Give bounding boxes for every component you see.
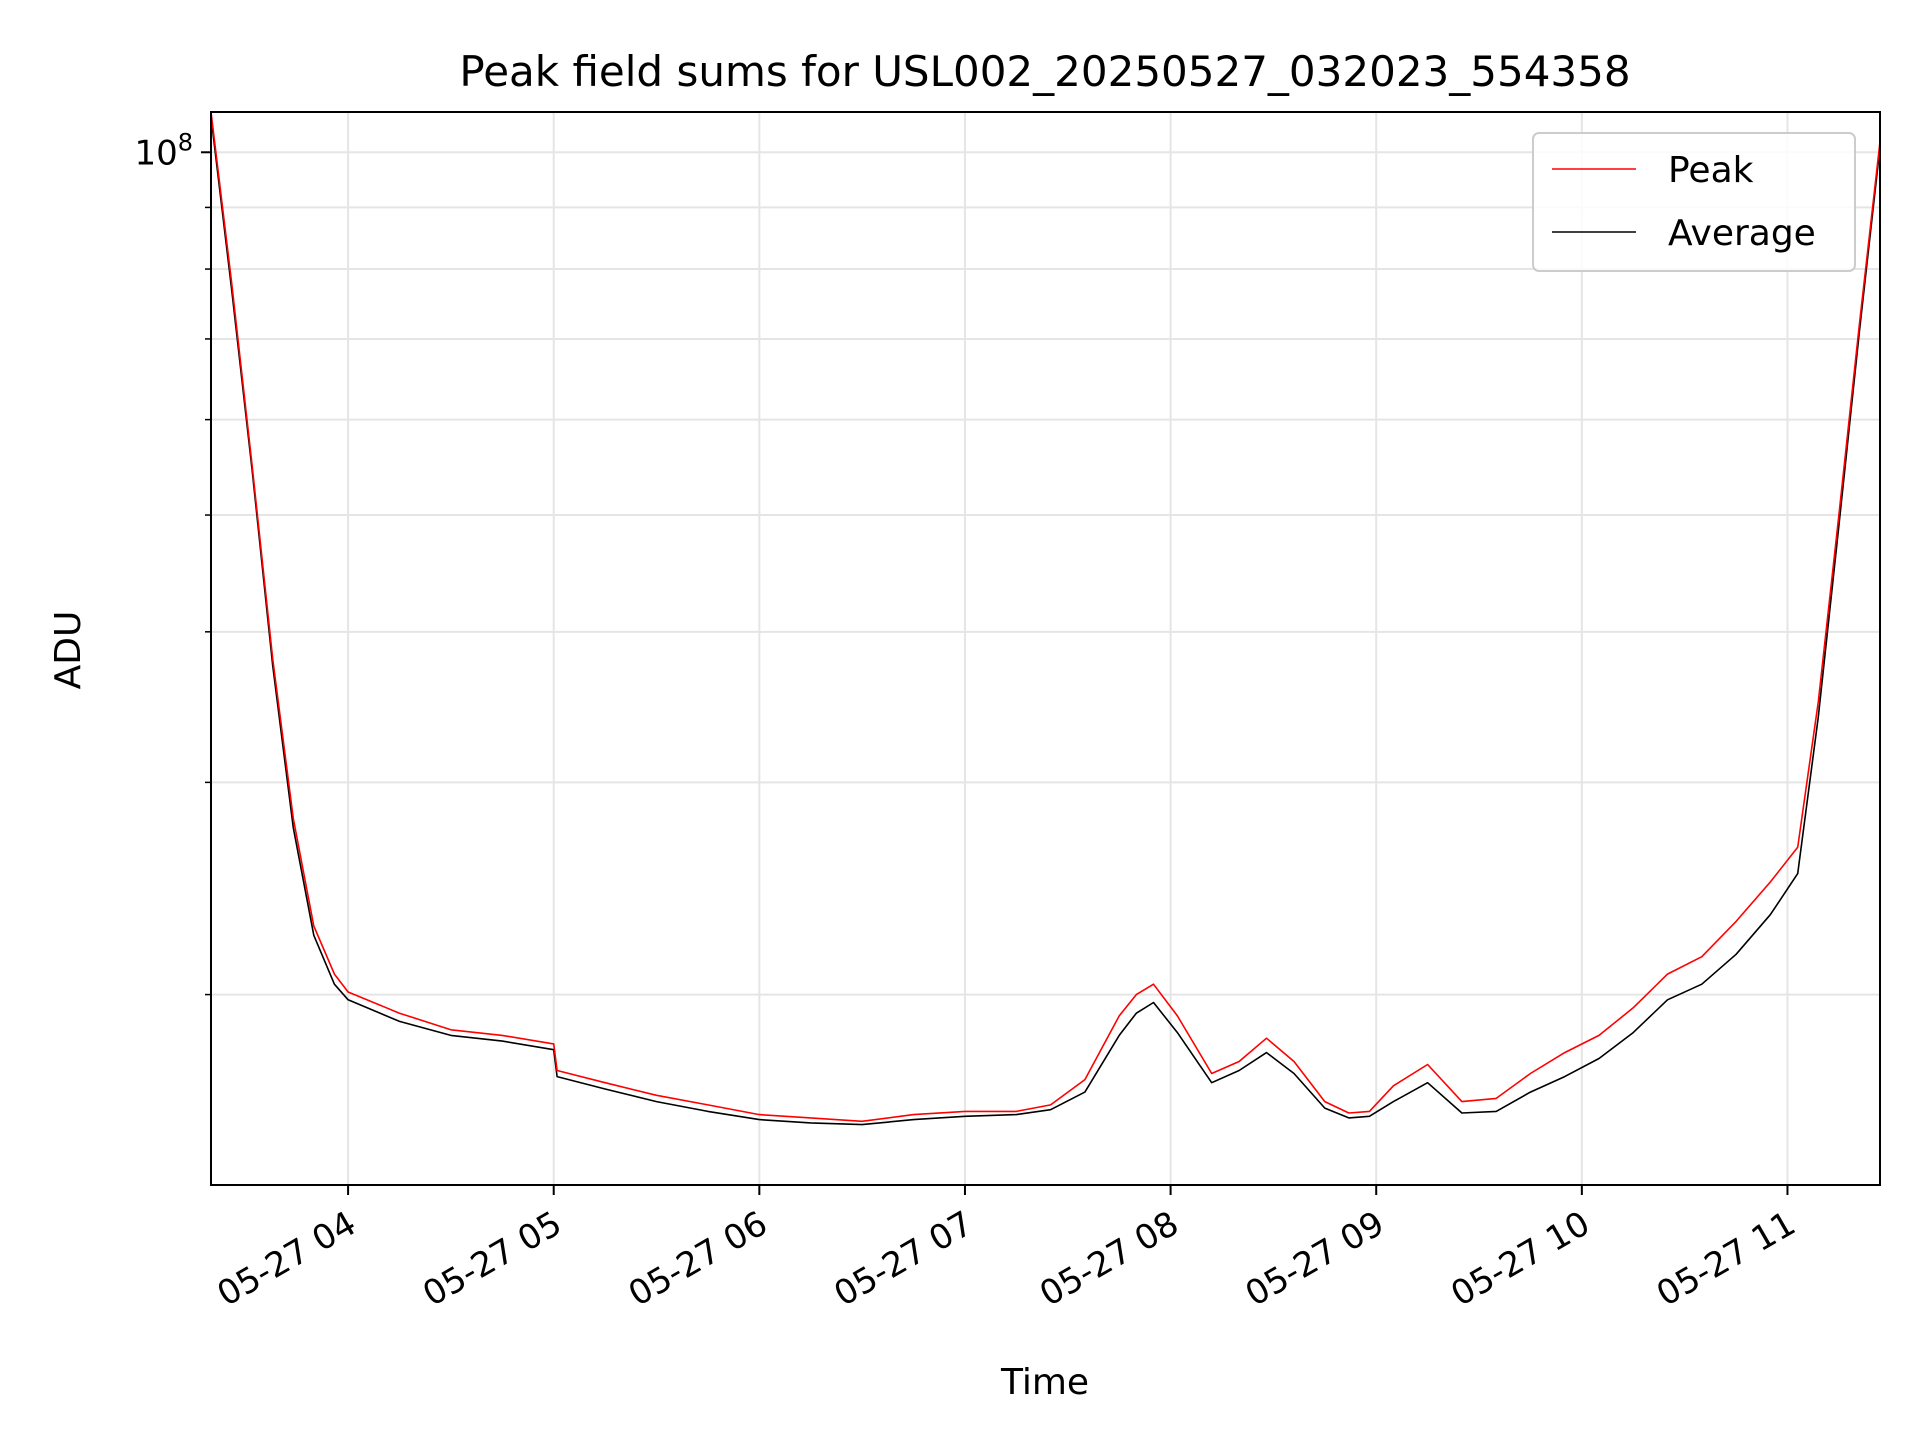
legend-peak-label: Peak: [1668, 150, 1754, 191]
plot-lines: [210, 111, 1881, 1126]
grid: [211, 112, 1880, 1185]
legend-box: [1532, 132, 1856, 272]
y-tick-label: 108: [134, 128, 193, 173]
x-axis-label: Time: [1000, 1362, 1089, 1403]
series-line-average: [210, 116, 1881, 1126]
legend-average-label: Average: [1668, 213, 1816, 254]
y-axis-label: ADU: [48, 611, 89, 690]
series-line-peak: [210, 111, 1881, 1123]
plot-area-frame: [210, 111, 1881, 1186]
chart-title: Peak field sums for USL002_20250527_0320…: [459, 47, 1630, 96]
legend: Peak Average: [1532, 132, 1856, 272]
